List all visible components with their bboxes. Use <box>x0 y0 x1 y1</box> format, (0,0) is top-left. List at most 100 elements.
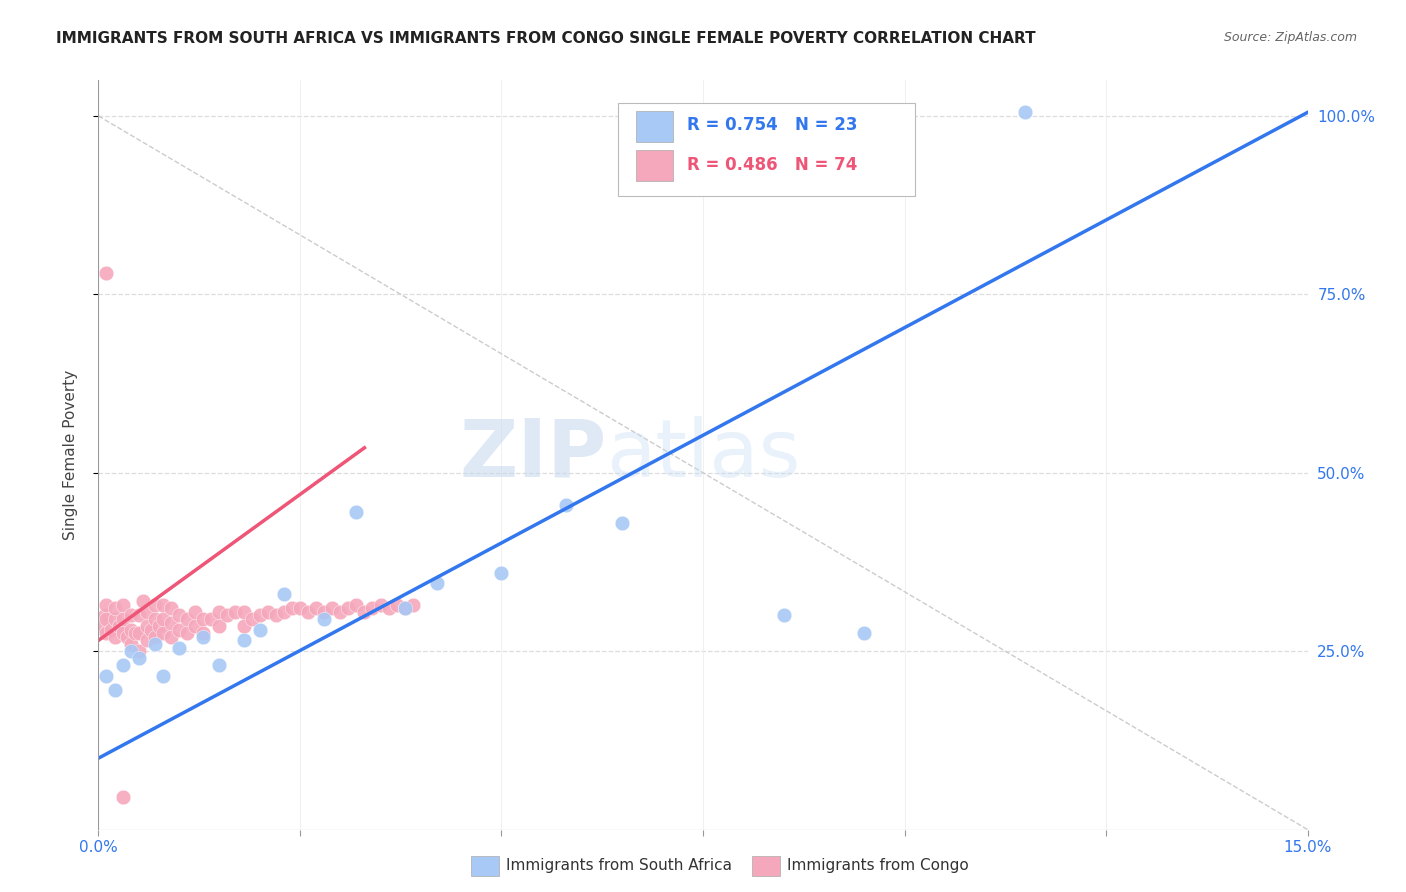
Point <box>152 669 174 683</box>
Point <box>143 630 166 644</box>
Point <box>167 608 190 623</box>
Point <box>96 266 118 280</box>
Bar <box>637 111 672 143</box>
Point <box>160 601 183 615</box>
Point <box>111 612 134 626</box>
Point <box>361 601 384 615</box>
Point <box>184 605 207 619</box>
Point <box>120 623 142 637</box>
Point <box>321 601 343 615</box>
Point <box>91 619 114 633</box>
Point <box>353 605 375 619</box>
Point <box>184 619 207 633</box>
Point <box>612 516 634 530</box>
Point <box>103 630 125 644</box>
Point <box>111 626 134 640</box>
FancyBboxPatch shape <box>619 103 915 196</box>
Point <box>281 601 304 615</box>
Point <box>120 644 142 658</box>
Point <box>103 601 125 615</box>
Point <box>853 626 876 640</box>
Point <box>111 790 134 805</box>
Point <box>555 498 578 512</box>
Text: Immigrants from Congo: Immigrants from Congo <box>787 858 969 872</box>
Point <box>329 605 352 619</box>
Point <box>273 587 295 601</box>
Point <box>491 566 513 580</box>
Point <box>111 658 134 673</box>
Point <box>96 612 118 626</box>
Point <box>240 612 263 626</box>
Text: ZIP: ZIP <box>458 416 606 494</box>
Point <box>377 601 399 615</box>
Point <box>128 644 150 658</box>
Point <box>139 623 162 637</box>
Point <box>193 630 215 644</box>
Point <box>143 612 166 626</box>
Point <box>402 598 425 612</box>
Point <box>305 601 328 615</box>
Point <box>217 608 239 623</box>
Point <box>132 594 155 608</box>
Point <box>232 605 254 619</box>
Point <box>103 683 125 698</box>
Text: Immigrants from South Africa: Immigrants from South Africa <box>506 858 733 872</box>
Point <box>107 619 129 633</box>
Y-axis label: Single Female Poverty: Single Female Poverty <box>63 370 77 540</box>
Point <box>249 608 271 623</box>
Point <box>193 626 215 640</box>
Point <box>176 626 198 640</box>
Point <box>135 605 157 619</box>
Point <box>120 608 142 623</box>
Point <box>200 612 222 626</box>
Point <box>152 598 174 612</box>
Text: R = 0.754   N = 23: R = 0.754 N = 23 <box>688 116 858 134</box>
Point <box>135 619 157 633</box>
Point <box>96 669 118 683</box>
Point <box>148 619 170 633</box>
Text: R = 0.486   N = 74: R = 0.486 N = 74 <box>688 156 858 174</box>
Point <box>143 637 166 651</box>
Text: Source: ZipAtlas.com: Source: ZipAtlas.com <box>1223 31 1357 45</box>
Point <box>143 598 166 612</box>
Point <box>120 637 142 651</box>
Point <box>111 598 134 612</box>
Point <box>94 608 117 623</box>
Point <box>208 605 231 619</box>
Bar <box>637 150 672 181</box>
Point <box>394 601 416 615</box>
Point <box>264 608 287 623</box>
Point <box>167 623 190 637</box>
Point <box>344 598 367 612</box>
Text: atlas: atlas <box>606 416 800 494</box>
Point <box>124 626 146 640</box>
Point <box>167 640 190 655</box>
Point <box>370 598 392 612</box>
Point <box>232 619 254 633</box>
Point <box>232 633 254 648</box>
Point <box>128 608 150 623</box>
Point <box>344 505 367 519</box>
Point <box>288 601 311 615</box>
Point <box>256 605 278 619</box>
Point <box>152 626 174 640</box>
Point <box>772 608 794 623</box>
Point <box>337 601 360 615</box>
Point <box>103 612 125 626</box>
Point <box>385 598 408 612</box>
Text: IMMIGRANTS FROM SOUTH AFRICA VS IMMIGRANTS FROM CONGO SINGLE FEMALE POVERTY CORR: IMMIGRANTS FROM SOUTH AFRICA VS IMMIGRAN… <box>56 31 1036 46</box>
Point <box>249 623 271 637</box>
Point <box>297 605 319 619</box>
Point <box>314 612 336 626</box>
Point <box>160 630 183 644</box>
Point <box>128 626 150 640</box>
Point <box>100 623 122 637</box>
Point <box>208 619 231 633</box>
Point <box>128 651 150 665</box>
Point <box>176 612 198 626</box>
Point <box>1014 105 1036 120</box>
Point <box>135 633 157 648</box>
Point <box>394 601 416 615</box>
Point <box>160 615 183 630</box>
Point <box>115 630 138 644</box>
